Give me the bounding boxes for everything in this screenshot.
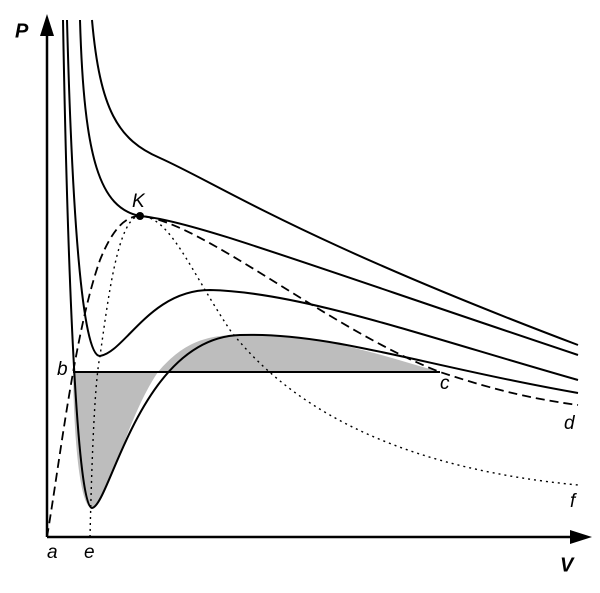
point-label: b	[57, 359, 68, 380]
y-axis-arrow	[40, 14, 54, 36]
binodal-curve	[46, 215, 579, 538]
x-axis-arrow	[570, 530, 592, 544]
isotherm	[91, 19, 579, 346]
spinodal-curve	[89, 215, 579, 538]
point-label: c	[440, 373, 450, 394]
shaded-area-upper	[158, 334, 440, 372]
point-label: e	[84, 542, 95, 563]
isotherm	[66, 19, 579, 381]
x-axis-label: V	[560, 554, 575, 576]
point-label: d	[564, 413, 576, 434]
point-label: K	[132, 191, 146, 212]
point-label: a	[47, 542, 58, 563]
point-label: f	[570, 491, 577, 512]
critical-point	[136, 212, 144, 220]
y-axis-label: P	[15, 20, 29, 42]
shaded-area-lower	[73, 372, 158, 508]
isotherm-critical	[79, 19, 579, 356]
isotherm	[62, 19, 579, 510]
